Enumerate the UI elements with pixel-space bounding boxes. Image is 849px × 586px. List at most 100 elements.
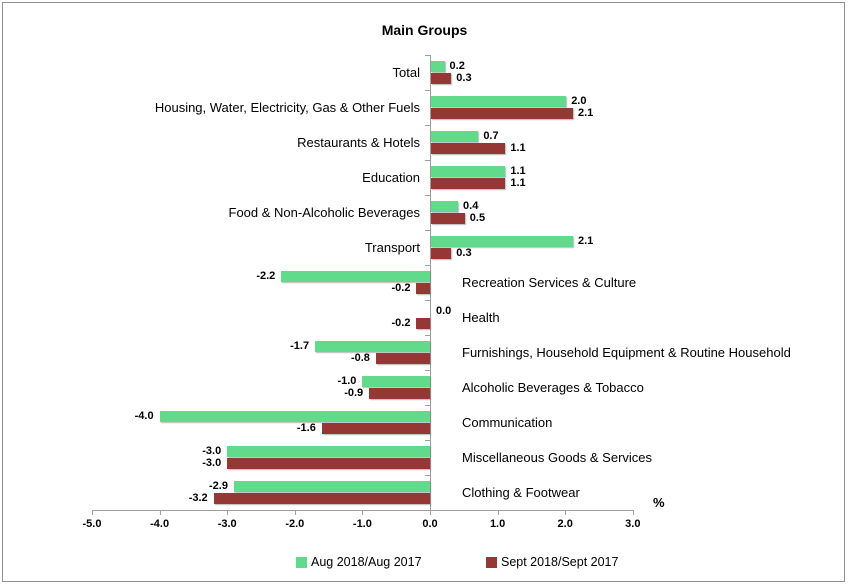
bar-sept: [431, 177, 506, 189]
category-label: Housing, Water, Electricity, Gas & Other…: [154, 99, 420, 115]
value-label: -1.7: [290, 340, 310, 352]
bar-aug: [431, 61, 445, 72]
legend-item-sept: Sept 2018/Sept 2017: [486, 554, 618, 570]
category-axis-tick: [425, 405, 430, 406]
value-label: 0.3: [456, 71, 472, 84]
bar-aug: [159, 411, 430, 422]
x-axis-tick: [430, 510, 431, 515]
category-label: Communication: [462, 414, 553, 430]
category-axis-tick: [425, 195, 430, 196]
x-tick-label: 2.0: [557, 518, 573, 530]
category-label: Miscellaneous Goods & Services: [462, 449, 653, 465]
value-label: 1.1: [510, 165, 526, 177]
x-tick-label: 1.0: [489, 518, 506, 530]
category-label: Food & Non-Alcoholic Beverages: [228, 204, 421, 220]
value-label: -0.2: [391, 316, 411, 329]
category-axis-tick: [425, 440, 430, 441]
category-axis-tick: [425, 265, 430, 266]
x-tick-label: -4.0: [150, 518, 170, 530]
category-axis-tick: [425, 300, 430, 301]
value-label: -3.2: [188, 491, 208, 504]
x-tick-label: -2.0: [285, 518, 305, 530]
bar-sept: [431, 107, 573, 119]
bar-sept: [416, 282, 430, 294]
category-label: Transport: [364, 239, 420, 255]
value-label: 0.7: [483, 130, 499, 142]
chart-title: Main Groups: [381, 22, 468, 38]
value-label: -4.0: [134, 410, 154, 422]
category-label: Alcoholic Beverages & Tobacco: [462, 379, 644, 395]
x-axis-tick: [92, 510, 93, 515]
value-label: 0.3: [456, 246, 472, 259]
legend-label-aug: Aug 2018/Aug 2017: [311, 555, 422, 569]
value-label: 1.1: [510, 141, 526, 154]
bar-sept: [227, 457, 430, 469]
category-axis-tick: [425, 510, 430, 511]
value-label: -2.2: [256, 270, 276, 282]
x-tick-label: 3.0: [625, 518, 641, 530]
value-label: -1.6: [296, 421, 316, 434]
category-label: Total: [392, 64, 420, 80]
category-axis-tick: [425, 55, 430, 56]
x-tick-label: -1.0: [352, 518, 372, 530]
bar-aug: [431, 166, 506, 177]
bar-aug: [431, 131, 479, 142]
x-tick-label: -3.0: [217, 518, 237, 530]
x-axis-tick: [294, 510, 296, 515]
value-label: -2.9: [209, 480, 228, 492]
bar-aug: [431, 201, 459, 212]
legend-swatch-aug-icon: [296, 556, 307, 568]
bar-aug: [431, 96, 567, 107]
value-label: 0.5: [469, 211, 486, 224]
category-label: Health: [462, 309, 500, 325]
value-label: -0.8: [350, 351, 370, 364]
value-label: 2.1: [577, 106, 594, 119]
category-label: Furnishings, Household Equipment & Routi…: [462, 344, 791, 360]
value-label: 0.4: [463, 200, 479, 212]
bar-sept: [375, 352, 430, 364]
category-axis-tick: [425, 370, 430, 371]
x-axis-tick: [362, 510, 364, 515]
bar-aug: [233, 481, 430, 492]
bar-sept: [213, 492, 430, 504]
x-axis-tick: [497, 510, 499, 515]
bar-sept: [431, 72, 452, 84]
bar-sept: [431, 212, 465, 224]
x-tick-label: -5.0: [82, 518, 102, 530]
value-label: 0.0: [436, 305, 452, 317]
bar-sept: [321, 422, 430, 434]
category-label: Restaurants & Hotels: [297, 134, 420, 150]
x-axis-tick: [227, 510, 229, 515]
x-axis-tick: [159, 510, 161, 515]
x-axis-tick: [632, 510, 634, 515]
value-label: 2.0: [571, 95, 587, 107]
y-axis-line: [430, 55, 431, 510]
bar-aug: [281, 271, 430, 282]
category-axis-tick: [425, 160, 430, 161]
bar-aug: [431, 236, 573, 247]
value-label: -0.9: [344, 386, 364, 399]
legend-item-aug: Aug 2018/Aug 2017: [296, 554, 422, 570]
category-label: Education: [362, 169, 420, 185]
bar-sept: [431, 247, 452, 259]
category-label: Recreation Services & Culture: [462, 274, 637, 290]
bar-sept: [431, 142, 506, 154]
bar-aug: [315, 341, 430, 352]
bar-sept: [369, 387, 430, 399]
category-axis-tick: [425, 125, 430, 126]
bar-sept: [416, 317, 430, 329]
category-axis-tick: [425, 90, 430, 91]
x-axis-tick: [565, 510, 567, 515]
value-label: 2.1: [577, 235, 594, 247]
value-label: -0.2: [391, 281, 411, 294]
category-axis-tick: [425, 335, 430, 336]
value-label: 0.2: [449, 60, 465, 72]
category-label: Clothing & Footwear: [462, 484, 580, 500]
x-axis-unit-label: %: [653, 495, 665, 510]
bar-aug: [362, 376, 430, 387]
x-tick-label: 0.0: [422, 518, 438, 530]
value-label: -1.0: [337, 375, 357, 387]
